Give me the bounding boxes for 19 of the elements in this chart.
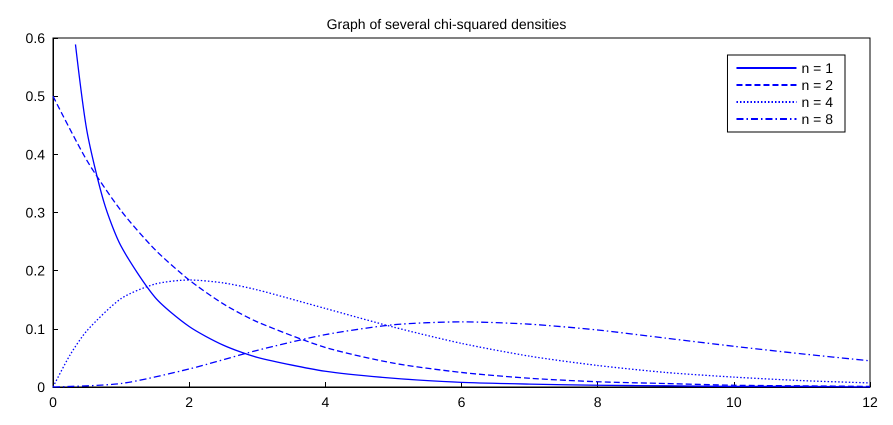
x-tick-label: 6 <box>458 394 466 410</box>
legend-label: n = 2 <box>801 77 834 93</box>
y-tick-label: 0.3 <box>26 204 46 220</box>
y-tick-label: 0.4 <box>26 146 46 162</box>
y-tick-label: 0.6 <box>26 30 46 46</box>
x-tick-label: 8 <box>594 394 602 410</box>
legend-label: n = 4 <box>801 94 834 110</box>
y-tick-label: 0.5 <box>26 88 46 104</box>
y-tick-label: 0 <box>37 379 46 395</box>
legend-label: n = 1 <box>801 60 834 76</box>
x-tick-label: 0 <box>49 394 58 410</box>
y-tick-label: 0.1 <box>26 320 46 337</box>
chart-title: Graph of several chi-squared densities <box>326 16 566 32</box>
x-tick-label: 12 <box>862 394 878 410</box>
x-tick-label: 10 <box>726 394 742 410</box>
x-tick-label: 4 <box>321 394 330 410</box>
x-tick-label: 2 <box>185 394 194 410</box>
y-tick-label: 0.2 <box>26 262 46 279</box>
legend-label: n = 8 <box>801 111 834 127</box>
